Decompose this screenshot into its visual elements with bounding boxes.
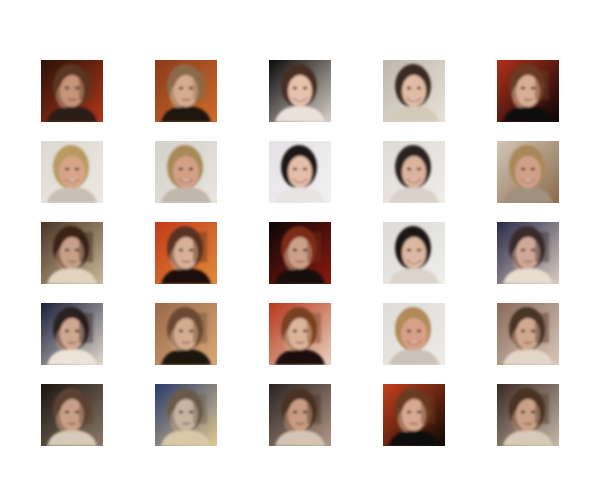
portrait-tile-r3-c3	[269, 222, 331, 284]
portrait-tile-r1-c4	[383, 60, 445, 122]
portrait-tile-r1-c5	[497, 60, 559, 122]
portrait-tile-r4-c4	[383, 303, 445, 365]
portrait-tile-r2-c2	[155, 141, 217, 203]
portrait-tile-r2-c5	[497, 141, 559, 203]
portrait-tile-r5-c4	[383, 384, 445, 446]
portrait-tile-r5-c5	[497, 384, 559, 446]
portrait-tile-r2-c4	[383, 141, 445, 203]
portrait-tile-r2-c3	[269, 141, 331, 203]
portrait-tile-r3-c1	[41, 222, 103, 284]
portrait-tile-r5-c1	[41, 384, 103, 446]
portrait-tile-r4-c3	[269, 303, 331, 365]
portrait-tile-r3-c2	[155, 222, 217, 284]
portrait-tile-r2-c1	[41, 141, 103, 203]
portrait-tile-r5-c2	[155, 384, 217, 446]
portrait-tile-r1-c1	[41, 60, 103, 122]
portrait-tile-r4-c5	[497, 303, 559, 365]
portrait-tile-r1-c3	[269, 60, 331, 122]
portrait-tile-r4-c2	[155, 303, 217, 365]
portrait-tile-r1-c2	[155, 60, 217, 122]
portrait-tile-r3-c5	[497, 222, 559, 284]
portrait-tile-r5-c3	[269, 384, 331, 446]
portrait-tile-r3-c4	[383, 222, 445, 284]
portrait-tile-r4-c1	[41, 303, 103, 365]
